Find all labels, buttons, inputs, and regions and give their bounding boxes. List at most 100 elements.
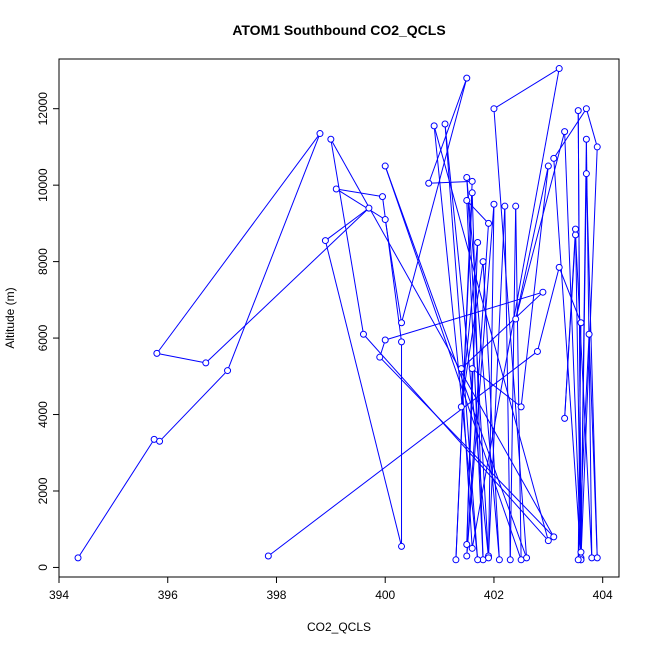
data-point bbox=[468, 177, 476, 185]
series-segment bbox=[558, 267, 582, 323]
data-point bbox=[574, 556, 582, 564]
x-tick-label: 398 bbox=[266, 588, 286, 602]
data-point bbox=[463, 196, 471, 204]
series-segment bbox=[564, 229, 577, 419]
series-segment bbox=[482, 261, 500, 560]
data-point bbox=[485, 554, 493, 562]
data-point bbox=[425, 179, 433, 187]
series-segment bbox=[227, 133, 321, 371]
data-point bbox=[463, 541, 471, 549]
series-segment bbox=[268, 351, 538, 557]
x-tick-label: 400 bbox=[375, 588, 395, 602]
y-axis-label: Altitude (m) bbox=[3, 287, 17, 348]
series-segment bbox=[515, 206, 522, 560]
data-point bbox=[468, 189, 476, 197]
data-point bbox=[544, 162, 552, 170]
data-point bbox=[202, 359, 210, 367]
data-point bbox=[544, 537, 552, 545]
series-segment bbox=[564, 131, 582, 558]
series-segment bbox=[444, 123, 479, 560]
data-point bbox=[572, 225, 580, 233]
data-point bbox=[523, 554, 531, 562]
data-point bbox=[468, 544, 476, 552]
y-tick-label: 4000 bbox=[36, 401, 50, 428]
series-segment bbox=[577, 110, 582, 553]
series-segment bbox=[577, 334, 590, 560]
data-point bbox=[378, 193, 386, 201]
data-point bbox=[550, 154, 558, 162]
series-segment bbox=[515, 131, 566, 320]
data-point bbox=[582, 170, 590, 178]
x-axis-label: CO2_QCLS bbox=[307, 620, 371, 634]
series-segment bbox=[460, 261, 484, 407]
series-segment bbox=[384, 219, 403, 323]
data-point bbox=[457, 365, 465, 373]
series-segment bbox=[444, 123, 490, 558]
data-point bbox=[224, 367, 232, 375]
series-segment bbox=[336, 188, 386, 220]
series-segment bbox=[488, 204, 495, 556]
series-segment bbox=[520, 165, 549, 407]
data-point bbox=[463, 174, 471, 182]
series-segment bbox=[433, 125, 479, 560]
data-point bbox=[463, 74, 471, 82]
data-point bbox=[381, 216, 389, 224]
series-segment bbox=[580, 173, 587, 560]
series-segment bbox=[466, 223, 490, 557]
data-point bbox=[332, 185, 340, 193]
data-point bbox=[398, 319, 406, 327]
data-point bbox=[156, 437, 164, 445]
data-point bbox=[153, 349, 161, 357]
x-tick-label: 402 bbox=[484, 588, 504, 602]
data-point bbox=[501, 202, 509, 210]
series-segment bbox=[156, 133, 321, 354]
series-segment bbox=[575, 229, 582, 560]
data-point bbox=[490, 105, 498, 113]
x-axis: 394 396 398 400 402 404 bbox=[49, 576, 613, 602]
series-segment bbox=[428, 77, 468, 184]
data-point bbox=[593, 554, 601, 562]
data-point bbox=[316, 130, 324, 138]
series-segment bbox=[159, 370, 228, 442]
data-point bbox=[468, 365, 476, 373]
data-point bbox=[376, 353, 384, 361]
series-segment bbox=[156, 352, 206, 364]
data-point bbox=[321, 237, 329, 245]
series-segment bbox=[401, 77, 468, 323]
series-segment bbox=[336, 188, 383, 198]
data-point bbox=[593, 143, 601, 151]
series-segment bbox=[585, 108, 598, 148]
data-point bbox=[561, 128, 569, 136]
y-axis: 0 2000 4000 6000 8000 10000 12000 bbox=[36, 92, 60, 571]
series-segment bbox=[515, 165, 549, 320]
chart-title: ATOM1 Southbound CO2_QCLS bbox=[232, 22, 445, 38]
data-point bbox=[574, 107, 582, 115]
data-point bbox=[365, 204, 373, 212]
series-points bbox=[74, 65, 601, 564]
series-segment bbox=[466, 200, 489, 224]
series-segment bbox=[324, 240, 403, 547]
data-point bbox=[585, 330, 593, 338]
series-segment bbox=[460, 368, 473, 549]
series-segment bbox=[460, 291, 544, 370]
data-point bbox=[430, 122, 438, 130]
data-point bbox=[474, 238, 482, 246]
data-point bbox=[555, 263, 563, 271]
series-segment bbox=[433, 125, 549, 541]
series-segment bbox=[493, 68, 560, 110]
series-lines bbox=[77, 68, 598, 560]
series-segment bbox=[466, 368, 473, 545]
data-point bbox=[577, 548, 585, 556]
data-point bbox=[359, 330, 367, 338]
data-point bbox=[490, 200, 498, 208]
data-point bbox=[512, 315, 520, 323]
y-tick-label: 8000 bbox=[36, 248, 50, 275]
data-point bbox=[441, 120, 449, 128]
series-segment bbox=[585, 173, 598, 558]
plot-frame bbox=[58, 58, 620, 578]
data-point bbox=[452, 556, 460, 564]
data-point bbox=[517, 403, 525, 411]
series-segment bbox=[325, 207, 370, 241]
data-point bbox=[74, 554, 82, 562]
